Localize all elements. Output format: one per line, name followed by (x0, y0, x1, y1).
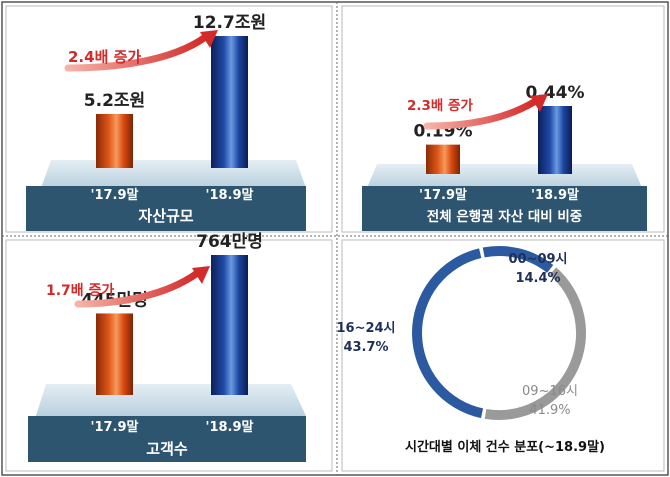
slice-label: 09~16시 (522, 384, 578, 399)
donut-slice (484, 267, 586, 420)
bar (96, 113, 133, 168)
slice-value-label: 41.9% (529, 403, 570, 418)
growth-annotation: 1.7배 증가 (46, 283, 114, 299)
category-tick-label: '17.9말 (90, 188, 138, 203)
slice-label: 16~24시 (336, 321, 395, 336)
growth-annotation: 2.3배 증가 (407, 98, 473, 114)
transfer-distribution-panel: 00~09시 14.4% 09~16시 41.9% 16~24시 43.7% 시간대별 이체… (336, 246, 605, 455)
category-band (362, 186, 647, 231)
growth-arrow (64, 34, 208, 72)
category-tick-label: '18.9말 (531, 188, 579, 203)
platform (41, 160, 306, 188)
bar-value-label: 12.7조원 (193, 13, 266, 33)
growth-annotation: 2.4배 증가 (68, 48, 141, 66)
growth-arrowhead (530, 94, 548, 112)
bar (211, 255, 248, 395)
growth-arrow (423, 98, 538, 130)
growth-arrowhead (200, 30, 218, 48)
bar-value-label: 5.2조원 (84, 91, 145, 111)
growth-arrowhead (192, 266, 210, 284)
category-band (26, 186, 306, 231)
bar (538, 106, 572, 174)
bar (96, 313, 133, 395)
slice-label: 00~09시 (508, 252, 567, 267)
bar (426, 144, 460, 174)
category-tick-label: '17.9말 (90, 420, 138, 435)
category-tick-label: '18.9말 (205, 188, 253, 203)
slice-value-label: 14.4% (515, 271, 560, 286)
chart-title: 전체 은행권 자산 대비 비중 (427, 208, 582, 225)
chart-title: 고객수 (146, 440, 188, 458)
category-band (28, 416, 306, 462)
bar (211, 36, 248, 168)
growth-arrow (74, 270, 200, 308)
slice-value-label: 43.7% (343, 340, 388, 355)
platform (367, 164, 642, 188)
platform (36, 384, 306, 416)
category-tick-label: '17.9말 (419, 188, 467, 203)
category-tick-label: '18.9말 (205, 420, 253, 435)
bar-value-label: 764만명 (196, 232, 263, 252)
donut-slice (412, 248, 484, 419)
chart-title: 자산규모 (138, 207, 193, 225)
donut-slice (482, 246, 554, 273)
chart-title: 시간대별 이체 건수 분포(~18.9말) (405, 439, 605, 455)
